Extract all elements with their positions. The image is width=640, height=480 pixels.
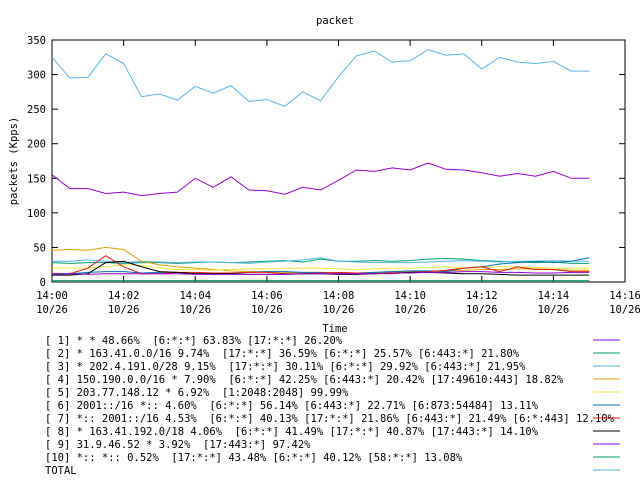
series-line bbox=[51, 49, 590, 107]
x-tick-label-line: 14:04 bbox=[179, 290, 211, 302]
x-tick-label-line: 14:16 bbox=[609, 290, 640, 302]
x-tick-label: 14:08 10/26 bbox=[323, 290, 355, 316]
y-tick-label: 0 bbox=[40, 277, 46, 289]
y-tick-label: 300 bbox=[27, 70, 46, 82]
x-tick-label: 14:12 10/26 bbox=[466, 290, 498, 316]
series-line bbox=[51, 162, 590, 197]
x-tick-label-line: 10/26 bbox=[466, 304, 498, 316]
series-line bbox=[52, 271, 590, 275]
y-tick-label: 150 bbox=[27, 173, 46, 185]
legend-label: [ 5] 203.77.148.12 * 6.92% [1:2048:2048]… bbox=[45, 387, 349, 399]
x-tick-label-line: 14:02 bbox=[108, 290, 140, 302]
y-tick-label: 50 bbox=[33, 242, 46, 254]
x-tick-label: 14:02 10/26 bbox=[108, 290, 140, 316]
chart-title: packet bbox=[316, 15, 354, 27]
x-tick-label: 14:00 10/26 bbox=[36, 290, 68, 316]
x-tick-label: 14:14 10/26 bbox=[538, 290, 570, 316]
x-tick-label-line: 10/26 bbox=[394, 304, 426, 316]
x-tick-label-line: 10/26 bbox=[251, 304, 283, 316]
x-tick-label-line: 10/26 bbox=[609, 304, 640, 316]
x-tick-label: 14:04 10/26 bbox=[179, 290, 211, 316]
x-tick-label-line: 10/26 bbox=[108, 304, 140, 316]
series-line bbox=[51, 257, 590, 276]
legend-label: [ 2] * 163.41.0.0/16 9.74% [17:*:*] 36.5… bbox=[45, 348, 520, 360]
legend-label: [ 4] 150.190.0.0/16 * 7.90% [6:*:*] 42.2… bbox=[45, 374, 564, 386]
legend-label: [ 3] * 202.4.191.0/28 9.15% [17:*:*] 30.… bbox=[45, 361, 526, 373]
legend-label: [ 9] 31.9.46.52 * 3.92% [17:443:*] 97.42… bbox=[45, 439, 311, 451]
legend-label: [ 6] 2001::/16 *:: 4.60% [6:*:*] 56.14% … bbox=[45, 400, 539, 412]
x-axis-label: Time bbox=[322, 323, 347, 335]
x-tick-label-line: 14:06 bbox=[251, 290, 283, 302]
legend-label: [10] *:: *:: 0.52% [17:*:*] 43.48% [6:*:… bbox=[45, 452, 463, 464]
y-axis-label: packets (Kpps) bbox=[8, 117, 20, 206]
x-tick-label-line: 14:10 bbox=[394, 290, 426, 302]
x-tick-label-line: 14:08 bbox=[323, 290, 355, 302]
series-line bbox=[51, 257, 590, 264]
x-tick-label-line: 14:00 bbox=[36, 290, 68, 302]
legend-label: TOTAL bbox=[45, 465, 77, 477]
x-tick-label-line: 10/26 bbox=[36, 304, 68, 316]
x-tick-label-line: 10/26 bbox=[179, 304, 211, 316]
x-tick-label: 14:06 10/26 bbox=[251, 290, 283, 316]
x-tick-label-line: 10/26 bbox=[323, 304, 355, 316]
legend-label: [ 1] * * 48.66% [6:*:*] 63.83% [17:*:*] … bbox=[45, 335, 343, 347]
x-tick-label-line: 14:12 bbox=[466, 290, 498, 302]
x-tick-label-line: 10/26 bbox=[538, 304, 570, 316]
legend-label: [ 8] * 163.41.192.0/18 4.06% [6:*:*] 41.… bbox=[45, 426, 539, 438]
x-tick-label-line: 14:14 bbox=[538, 290, 570, 302]
x-tick-label: 14:10 10/26 bbox=[394, 290, 426, 316]
y-tick-label: 350 bbox=[27, 35, 46, 47]
series-line bbox=[52, 264, 590, 271]
x-tick-label: 14:16 10/26 bbox=[609, 290, 640, 316]
y-tick-label: 200 bbox=[27, 139, 46, 151]
y-tick-label: 250 bbox=[27, 104, 46, 116]
legend-label: [ 7] *:: 2001::/16 4.53% [6:*:*] 40.13% … bbox=[45, 413, 615, 425]
y-tick-label: 100 bbox=[27, 208, 46, 220]
